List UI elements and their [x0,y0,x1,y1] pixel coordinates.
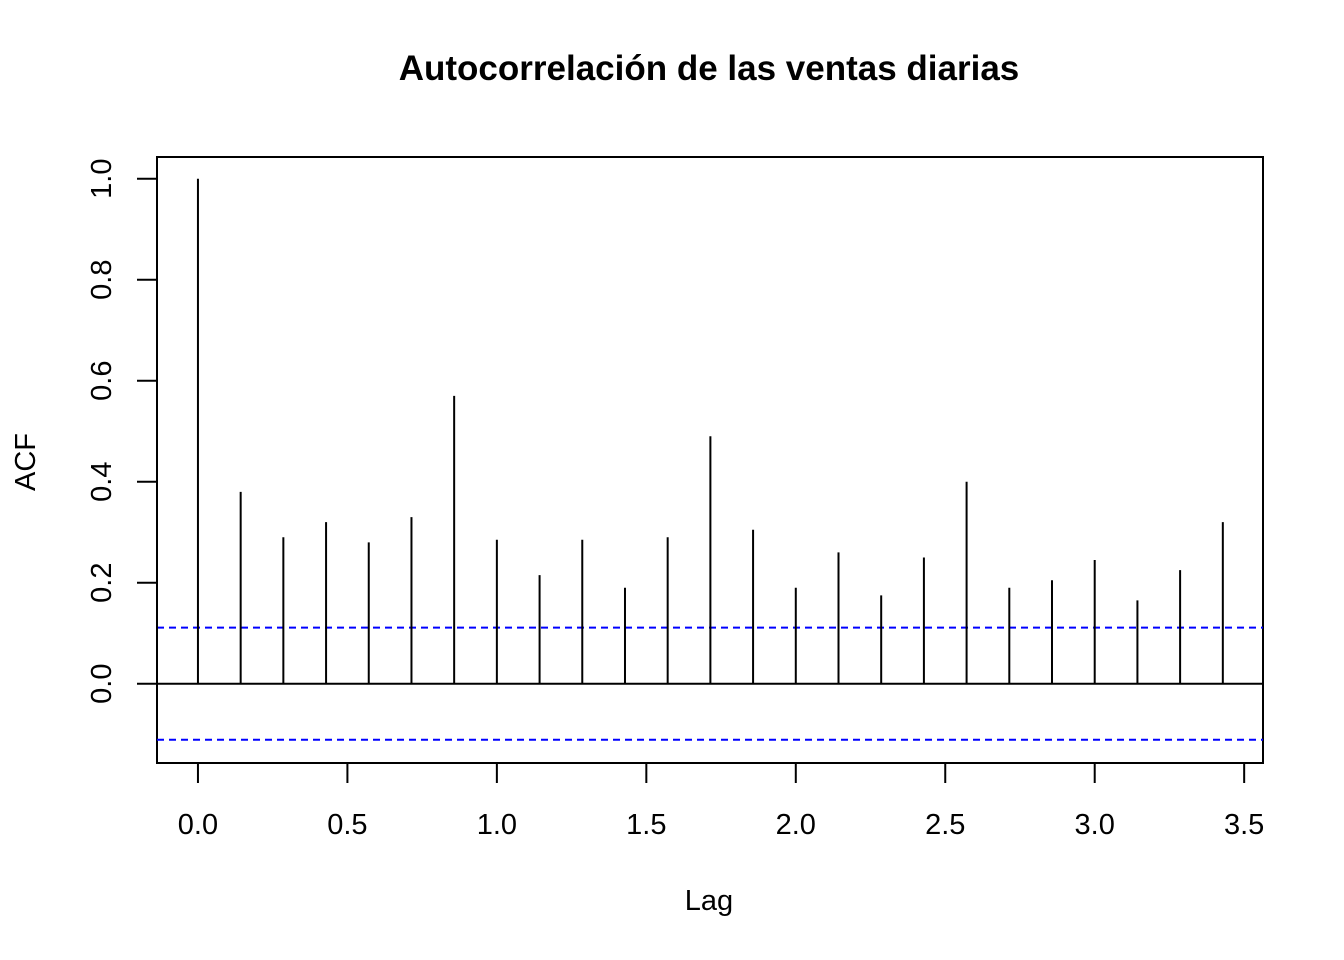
y-tick-label: 0.4 [86,462,118,502]
x-tick-label: 1.0 [477,809,517,841]
x-tick-label: 3.0 [1075,809,1115,841]
chart-title: Autocorrelación de las ventas diarias [399,49,1020,88]
y-tick-label: 0.2 [86,563,118,603]
y-axis: 0.0 0.2 0.4 0.6 0.8 1.0 [86,159,158,704]
x-axis-label: Lag [685,885,733,917]
x-tick-label: 0.0 [178,809,218,841]
y-axis-label: ACF [10,433,42,491]
x-tick-label: 0.5 [327,809,367,841]
y-tick-label: 0.6 [86,361,118,401]
y-tick-label: 0.0 [86,664,118,704]
x-axis: 0.0 0.5 1.0 1.5 2.0 2.5 3.0 3.5 [178,762,1264,841]
x-tick-label: 1.5 [626,809,666,841]
acf-spikes [196,178,1224,684]
x-tick-label: 2.0 [776,809,816,841]
x-tick-label: 3.5 [1224,809,1264,841]
y-tick-label: 1.0 [86,159,118,199]
y-tick-label: 0.8 [86,260,118,300]
x-tick-label: 2.5 [925,809,965,841]
